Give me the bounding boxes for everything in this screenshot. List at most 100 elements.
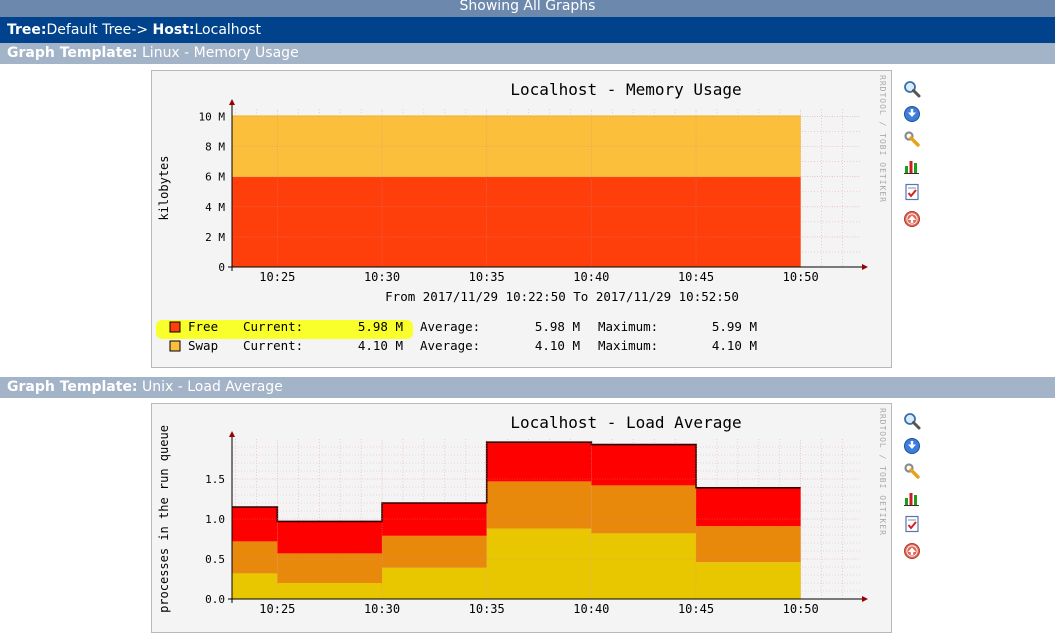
- y-tick-label: 4 M: [205, 201, 225, 214]
- legend-row-swap: Swap Current: 4.10 M Average: 4.10 M Maximum:…: [169, 338, 757, 353]
- x-tick-label: 10:35: [469, 602, 505, 616]
- time-range-label: From 2017/11/29 10:22:50 To 2017/11/29 1…: [385, 289, 739, 304]
- memory-usage-chart: Localhost - Memory Usage RRDTOOL / TOBI O…: [156, 75, 887, 353]
- properties-icon[interactable]: [903, 130, 921, 148]
- graph-template-header-load: Graph Template: Unix - Load Average: [0, 377, 1055, 398]
- zoom-icon[interactable]: [903, 412, 921, 430]
- x-tick-label: 10:30: [364, 602, 400, 616]
- area-series-3: [382, 503, 487, 536]
- rrdtool-credit: RRDTOOL / TOBI OETIKER: [878, 408, 887, 536]
- move-up-icon[interactable]: [903, 542, 921, 560]
- y-tick-label: 1.5: [205, 473, 225, 486]
- download-icon[interactable]: [903, 105, 921, 123]
- move-up-icon[interactable]: [903, 210, 921, 228]
- area-series-3: [232, 507, 278, 542]
- chart-icon[interactable]: [903, 157, 921, 175]
- y-tick-label: 0: [218, 261, 225, 274]
- area-series-1: [486, 528, 592, 599]
- x-tick-label: 10:35: [469, 270, 505, 284]
- area-swap: [232, 115, 801, 178]
- breadcrumb: Tree:Default Tree-> Host:Localhost: [0, 17, 1055, 43]
- legend-average-value: 5.98 M: [535, 319, 580, 334]
- legend-current-value: 4.10 M: [358, 338, 403, 353]
- legend-maximum-value: 5.99 M: [712, 319, 757, 334]
- zoom-icon[interactable]: [903, 80, 921, 98]
- y-axis-label: processes in the run queue: [157, 425, 171, 613]
- x-tick-label: 10:45: [678, 602, 714, 616]
- graph-template-label: Graph Template:: [7, 45, 138, 61]
- x-tick-label: 10:25: [259, 270, 295, 284]
- area-series-1: [591, 533, 697, 599]
- y-axis-label: kilobytes: [157, 155, 171, 220]
- legend-average-value: 4.10 M: [535, 338, 580, 353]
- legend-maximum-value: 4.10 M: [712, 338, 757, 353]
- x-tick-label: 10:50: [783, 602, 819, 616]
- legend-maximum-label: Maximum:: [598, 319, 658, 334]
- y-tick-label: 0.5: [205, 553, 225, 566]
- y-tick-label: 6 M: [205, 171, 225, 184]
- download-icon[interactable]: [903, 437, 921, 455]
- area-series-1: [696, 562, 801, 599]
- host-label: Host:: [152, 22, 195, 38]
- y-axis-arrow: [229, 99, 235, 105]
- host-value[interactable]: Localhost: [194, 22, 262, 38]
- x-tick-label: 10:45: [678, 270, 714, 284]
- legend-current-value: 5.98 M: [358, 319, 403, 334]
- properties-icon[interactable]: [903, 462, 921, 480]
- area-series-2: [382, 535, 487, 568]
- csv-export-icon[interactable]: [903, 515, 921, 533]
- tree-label: Tree:: [7, 22, 47, 38]
- y-tick-label: 2 M: [205, 231, 225, 244]
- load-average-chart: Localhost - Load Average RRDTOOL / TOBI O…: [157, 408, 887, 616]
- x-axis-arrow: [862, 264, 868, 270]
- area-series-2: [277, 553, 383, 583]
- chart-title: Localhost - Memory Usage: [510, 80, 741, 99]
- graph-template-label: Graph Template:: [7, 379, 138, 395]
- chart-icon[interactable]: [903, 489, 921, 507]
- area-series-3: [591, 444, 697, 486]
- area-series-2: [486, 481, 592, 529]
- area-series-3: [696, 487, 801, 527]
- area-series-2: [696, 526, 801, 563]
- legend-swatch: [169, 321, 181, 333]
- x-axis-arrow: [862, 596, 868, 602]
- y-tick-label: 0.0: [205, 593, 225, 606]
- area-series-2: [591, 485, 697, 534]
- graph-template-name: Unix - Load Average: [142, 379, 283, 395]
- area-free: [232, 177, 801, 267]
- memory-usage-graph[interactable]: Localhost - Memory Usage RRDTOOL / TOBI O…: [151, 70, 892, 368]
- rrdtool-credit: RRDTOOL / TOBI OETIKER: [878, 75, 887, 203]
- legend-row-free: Free Current: 5.98 M Average: 5.98 M Maximum:…: [169, 319, 757, 334]
- legend-name: Free: [188, 319, 218, 334]
- legend-name: Swap: [188, 338, 218, 353]
- load-average-graph[interactable]: Localhost - Load Average RRDTOOL / TOBI O…: [151, 403, 892, 633]
- x-tick-label: 10:40: [573, 602, 609, 616]
- csv-export-icon[interactable]: [903, 183, 921, 201]
- graph-template-header-memory: Graph Template: Linux - Memory Usage: [0, 43, 1055, 64]
- y-tick-label: 1.0: [205, 513, 225, 526]
- legend-average-label: Average:: [420, 338, 480, 353]
- area-series-3: [486, 442, 592, 482]
- y-tick-label: 8 M: [205, 141, 225, 154]
- x-tick-label: 10:30: [364, 270, 400, 284]
- x-tick-label: 10:50: [783, 270, 819, 284]
- graph-template-name: Linux - Memory Usage: [142, 45, 299, 61]
- legend-current-label: Current:: [243, 319, 303, 334]
- area-series-3: [277, 521, 383, 554]
- tree-value[interactable]: Default Tree->: [46, 22, 149, 38]
- area-series-1: [277, 583, 383, 599]
- x-tick-label: 10:40: [573, 270, 609, 284]
- legend-swatch: [169, 340, 181, 352]
- legend-maximum-label: Maximum:: [598, 338, 658, 353]
- y-axis-arrow: [229, 431, 235, 437]
- chart-title: Localhost - Load Average: [510, 413, 741, 432]
- x-tick-label: 10:25: [259, 602, 295, 616]
- y-tick-label: 10 M: [199, 111, 226, 124]
- legend-average-label: Average:: [420, 319, 480, 334]
- page-title: Showing All Graphs: [0, 0, 1055, 17]
- area-series-1: [382, 567, 487, 599]
- legend-highlight: [156, 320, 413, 339]
- area-series-1: [232, 573, 278, 599]
- legend-current-label: Current:: [243, 338, 303, 353]
- area-series-2: [232, 541, 278, 574]
